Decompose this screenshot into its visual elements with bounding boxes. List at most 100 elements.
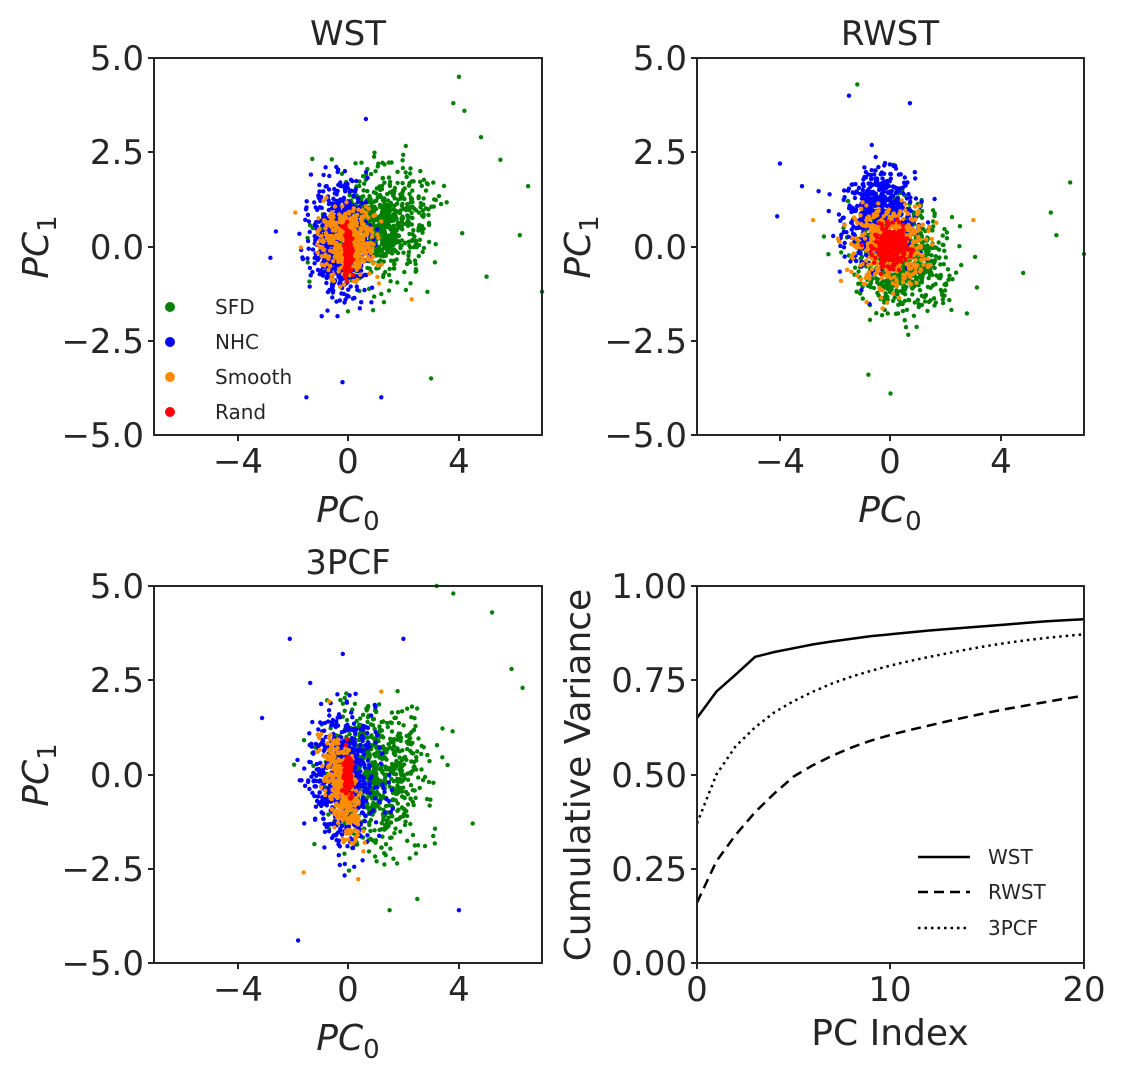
point-nhc [330, 295, 335, 300]
point-sfd [340, 701, 346, 706]
point-sfd [344, 691, 349, 696]
point-sfd [339, 171, 345, 176]
point-sfd [404, 174, 409, 180]
point-sfd [382, 243, 387, 248]
point-smooth [890, 291, 896, 296]
point-smooth [855, 273, 860, 278]
point-nhc [902, 175, 907, 180]
point-nhc [331, 288, 336, 293]
point-sfd [875, 277, 880, 282]
point-sfd [431, 180, 436, 185]
point-sfd [396, 209, 401, 215]
point-rand [894, 230, 900, 235]
point-sfd [376, 244, 382, 249]
point-smooth [354, 277, 360, 282]
point-sfd [940, 233, 945, 238]
point-rand [898, 239, 904, 244]
point-nhc [337, 298, 342, 303]
point-rand [894, 249, 900, 254]
point-smooth [332, 223, 338, 228]
point-sfd [388, 244, 393, 249]
point-sfd [525, 184, 531, 189]
point-sfd [399, 709, 405, 714]
point-rand [899, 259, 904, 264]
point-nhc [348, 284, 353, 289]
point-smooth [913, 257, 918, 263]
point-sfd [367, 820, 372, 825]
point-sfd [382, 230, 388, 236]
point-smooth [326, 267, 331, 273]
point-nhc [896, 172, 902, 177]
point-sfd [413, 242, 418, 247]
point-nhc [306, 219, 312, 224]
point-sfd [395, 689, 400, 694]
point-nhc [359, 300, 364, 305]
point-nhc [837, 269, 842, 274]
point-smooth [912, 262, 917, 267]
point-nhc [318, 701, 324, 707]
point-nhc [852, 195, 858, 201]
legend-marker-smooth [165, 372, 175, 382]
point-sfd [421, 745, 426, 750]
point-sfd [362, 181, 367, 186]
point-sfd [406, 249, 412, 255]
point-sfd [381, 300, 387, 305]
point-sfd [413, 238, 419, 243]
point-sfd [950, 277, 955, 282]
point-sfd [901, 285, 906, 290]
point-sfd [401, 250, 406, 255]
y-tick-label: 0.0 [633, 228, 687, 268]
point-nhc [353, 187, 358, 192]
point-sfd [386, 288, 392, 293]
point-sfd [382, 862, 387, 867]
point-rand [344, 278, 350, 284]
point-sfd [400, 189, 405, 195]
point-smooth [322, 254, 327, 259]
panel-title: 3PCF [305, 543, 390, 583]
point-sfd [947, 297, 952, 303]
point-rand [885, 257, 890, 262]
point-nhc [889, 202, 894, 207]
point-nhc [799, 184, 805, 189]
point-rand [877, 221, 882, 226]
point-sfd [375, 164, 380, 169]
point-sfd [409, 715, 414, 720]
point-smooth [916, 224, 921, 229]
point-sfd [484, 274, 489, 279]
point-sfd [371, 190, 377, 195]
point-nhc [872, 203, 878, 208]
point-sfd [409, 222, 414, 227]
point-sfd [826, 252, 831, 257]
point-sfd [886, 279, 892, 284]
point-smooth [903, 202, 908, 207]
point-sfd [932, 213, 937, 219]
point-sfd [854, 289, 859, 294]
point-sfd [931, 224, 936, 229]
x-ticks: −4 0 4 [213, 435, 470, 482]
point-sfd [374, 859, 379, 864]
y-tick-label: −2.5 [61, 322, 144, 362]
point-nhc [842, 195, 847, 200]
point-rand [344, 219, 350, 225]
point-smooth [854, 236, 859, 241]
point-smooth [356, 237, 361, 243]
point-sfd [964, 311, 970, 316]
point-sfd [933, 300, 938, 305]
point-smooth [329, 272, 334, 278]
point-sfd [409, 729, 414, 735]
point-sfd [371, 154, 377, 159]
point-sfd [394, 764, 399, 769]
point-sfd [391, 744, 397, 749]
point-sfd [395, 180, 400, 186]
point-rand [896, 267, 902, 272]
point-sfd [405, 771, 410, 776]
point-nhc [869, 142, 874, 148]
point-rand [878, 246, 883, 252]
point-nhc [321, 269, 327, 274]
point-rand [344, 243, 349, 249]
point-sfd [410, 204, 415, 209]
point-sfd [422, 774, 428, 780]
point-nhc [359, 200, 365, 206]
point-nhc [362, 287, 367, 293]
point-smooth [335, 242, 340, 248]
